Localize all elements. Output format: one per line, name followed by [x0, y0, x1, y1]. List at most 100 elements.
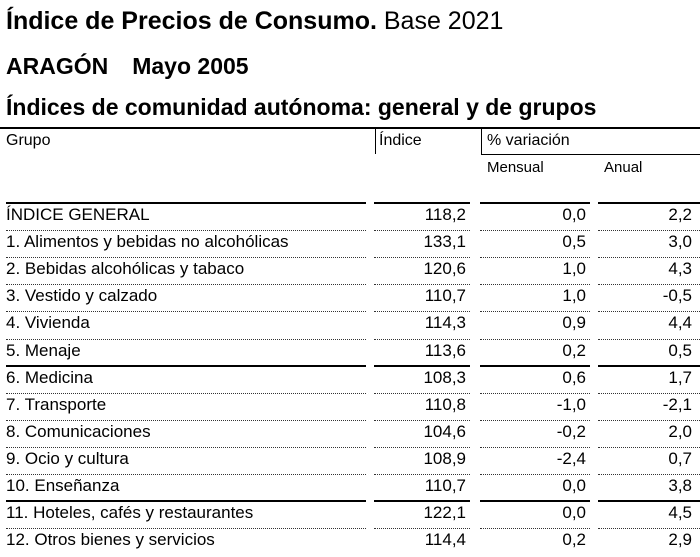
report-title-main: Índice de Precios de Consumo.: [6, 7, 377, 35]
row-mensual: 0,0: [562, 205, 586, 224]
row-indice: 120,6: [423, 259, 466, 278]
row-anual: 3,8: [668, 476, 692, 495]
row-mensual: -1,0: [556, 395, 586, 414]
row-separator-heavy: [6, 202, 366, 204]
row-separator: [374, 447, 470, 448]
row-indice: 108,3: [423, 368, 466, 387]
row-separator: [480, 528, 590, 529]
row-separator: [6, 393, 366, 394]
row-separator: [480, 420, 590, 421]
row-separator: [6, 447, 366, 448]
row-separator: [374, 230, 470, 231]
row-separator: [480, 257, 590, 258]
row-anual: -2,1: [662, 395, 692, 414]
row-indice: 122,1: [423, 503, 466, 522]
row-grupo: 12. Otros bienes y servicios: [6, 530, 215, 549]
row-separator: [6, 311, 366, 312]
row-separator-heavy: [480, 500, 590, 502]
row-grupo: 3. Vestido y calzado: [6, 286, 158, 305]
row-separator-heavy: [480, 202, 590, 204]
row-indice: 104,6: [423, 422, 466, 441]
row-separator-heavy: [374, 365, 470, 367]
row-indice: 114,4: [424, 530, 466, 549]
table-subtitle: Índices de comunidad autónoma: general y…: [6, 94, 597, 120]
row-separator: [6, 339, 366, 340]
row-mensual: 0,6: [562, 368, 586, 387]
row-anual: 4,3: [668, 259, 692, 278]
row-grupo: 10. Enseñanza: [6, 476, 120, 495]
row-indice: 133,1: [423, 232, 466, 251]
row-grupo: 11. Hoteles, cafés y restaurantes: [6, 503, 254, 522]
row-anual: 2,2: [668, 205, 692, 224]
row-indice: 108,9: [423, 449, 466, 468]
row-separator-heavy: [598, 202, 700, 204]
row-grupo: 4. Vivienda: [6, 313, 90, 332]
row-mensual: -2,4: [556, 449, 586, 468]
row-indice: 113,6: [424, 341, 466, 360]
row-grupo: 7. Transporte: [6, 395, 107, 414]
row-separator: [598, 420, 700, 421]
row-mensual: 0,5: [562, 232, 586, 251]
row-grupo: ÍNDICE GENERAL: [6, 205, 150, 224]
region-period-line: ARAGÓN Mayo 2005: [6, 52, 249, 80]
row-separator: [6, 230, 366, 231]
row-separator-heavy: [480, 365, 590, 367]
header-top-rule: [0, 127, 700, 129]
row-separator: [6, 420, 366, 421]
period-label: Mayo 2005: [132, 53, 249, 79]
row-grupo: 6. Medicina: [6, 368, 93, 387]
col-header-grupo: Grupo: [6, 132, 51, 149]
row-separator-heavy: [598, 500, 700, 502]
row-separator: [374, 393, 470, 394]
row-separator-heavy: [6, 500, 366, 502]
row-separator: [480, 311, 590, 312]
col-header-mensual: Mensual: [487, 159, 544, 176]
row-separator: [598, 393, 700, 394]
row-separator: [480, 284, 590, 285]
row-separator: [6, 257, 366, 258]
row-separator: [374, 339, 470, 340]
row-anual: 4,4: [668, 313, 692, 332]
row-separator: [598, 339, 700, 340]
row-indice: 114,3: [424, 313, 466, 332]
row-separator: [480, 474, 590, 475]
row-separator-heavy: [6, 365, 366, 367]
row-separator: [598, 257, 700, 258]
row-separator: [6, 528, 366, 529]
row-separator: [598, 311, 700, 312]
row-separator: [374, 420, 470, 421]
row-mensual: 0,0: [562, 503, 586, 522]
row-separator: [598, 474, 700, 475]
row-anual: -0,5: [662, 286, 692, 305]
row-mensual: 0,2: [562, 530, 586, 549]
row-separator-heavy: [598, 365, 700, 367]
row-separator: [480, 230, 590, 231]
row-mensual: 1,0: [562, 286, 586, 305]
row-separator: [374, 284, 470, 285]
row-anual: 3,0: [668, 232, 692, 251]
row-grupo: 9. Ocio y cultura: [6, 449, 129, 468]
report-title: Índice de Precios de Consumo. Base 2021: [6, 6, 503, 36]
row-indice: 110,7: [424, 286, 466, 305]
row-separator: [480, 339, 590, 340]
row-separator: [598, 447, 700, 448]
row-separator: [480, 447, 590, 448]
col-header-anual: Anual: [604, 159, 643, 176]
row-indice: 118,2: [424, 205, 466, 224]
row-grupo: 8. Comunicaciones: [6, 422, 151, 441]
variacion-subheader-rule: [481, 154, 700, 155]
row-separator: [6, 284, 366, 285]
row-grupo: 2. Bebidas alcohólicas y tabaco: [6, 259, 245, 278]
region-label: ARAGÓN: [6, 53, 109, 79]
row-separator-heavy: [374, 202, 470, 204]
report-title-base: Base 2021: [376, 7, 504, 35]
col-divider-indice: [375, 129, 376, 154]
row-mensual: 0,0: [562, 476, 586, 495]
row-anual: 2,9: [668, 530, 692, 549]
row-anual: 2,0: [668, 422, 692, 441]
row-separator: [374, 474, 470, 475]
row-separator: [374, 311, 470, 312]
row-anual: 0,7: [668, 449, 692, 468]
row-separator: [598, 230, 700, 231]
row-indice: 110,8: [424, 395, 466, 414]
